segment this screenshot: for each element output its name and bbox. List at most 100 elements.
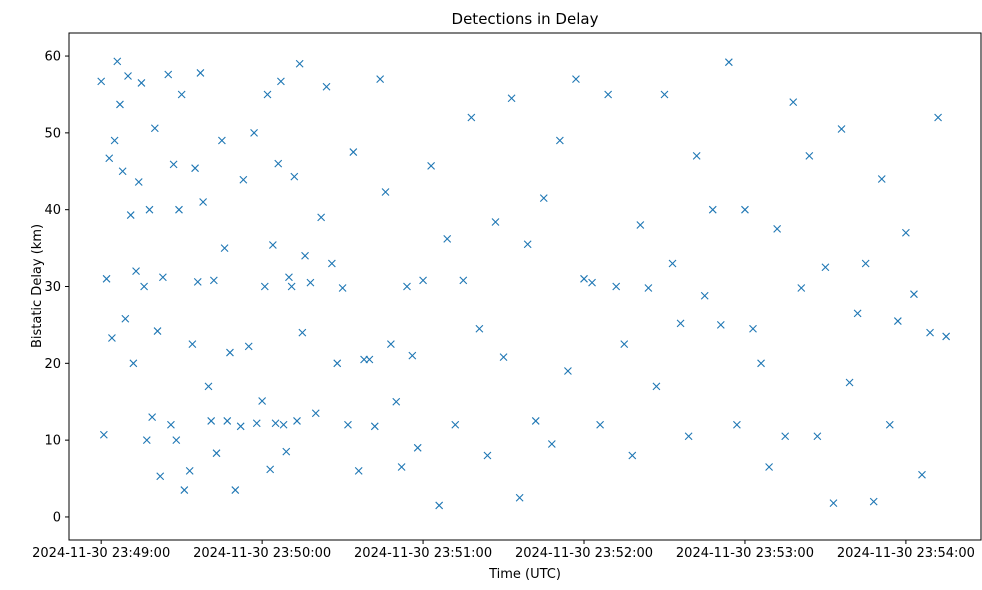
data-point xyxy=(829,499,838,508)
data-point xyxy=(177,90,186,99)
data-point xyxy=(805,152,814,160)
data-point xyxy=(282,447,291,456)
data-point xyxy=(153,327,162,335)
data-point xyxy=(126,211,135,219)
data-point xyxy=(813,432,822,441)
data-point xyxy=(628,451,637,460)
data-point xyxy=(507,94,516,103)
data-point xyxy=(580,274,588,283)
data-point xyxy=(196,69,205,77)
data-point xyxy=(102,274,111,283)
x-tick-label: 2024-11-30 23:51:00 xyxy=(354,546,492,561)
data-point xyxy=(757,359,765,368)
data-point xyxy=(596,420,604,429)
data-point xyxy=(301,251,309,260)
data-point xyxy=(523,240,532,249)
data-point xyxy=(129,359,138,368)
x-axis-label: Time (UTC) xyxy=(488,567,561,582)
data-point xyxy=(741,205,749,214)
data-point xyxy=(668,259,677,268)
y-tick-label: 30 xyxy=(44,280,61,295)
data-point xyxy=(572,75,580,83)
data-point xyxy=(547,440,556,448)
data-point xyxy=(169,160,178,169)
data-point xyxy=(218,136,226,145)
data-point xyxy=(298,328,307,337)
data-point xyxy=(231,486,240,494)
data-point xyxy=(564,367,572,375)
data-point xyxy=(700,291,709,300)
data-point xyxy=(250,128,258,137)
data-point xyxy=(942,332,951,341)
data-point xyxy=(223,417,232,425)
data-point xyxy=(781,432,790,441)
data-point xyxy=(443,234,452,243)
data-point xyxy=(142,436,151,445)
data-point xyxy=(148,413,157,421)
data-point xyxy=(140,282,148,291)
data-point xyxy=(285,273,293,282)
data-point xyxy=(612,282,621,291)
data-point xyxy=(765,463,773,471)
data-point xyxy=(499,353,508,362)
data-point xyxy=(555,136,564,145)
data-point xyxy=(636,221,645,229)
data-point xyxy=(403,282,411,291)
data-point xyxy=(381,188,390,196)
data-point xyxy=(244,342,253,351)
data-point xyxy=(260,282,269,291)
data-point xyxy=(408,351,417,360)
data-point xyxy=(797,284,806,292)
data-point xyxy=(588,278,596,287)
data-point xyxy=(293,417,301,425)
data-point xyxy=(934,113,942,122)
data-point xyxy=(118,167,127,176)
data-point xyxy=(531,417,540,425)
data-point xyxy=(733,420,741,429)
data-point xyxy=(427,162,436,170)
data-point xyxy=(121,314,130,323)
data-point xyxy=(295,59,304,68)
data-point xyxy=(132,267,140,276)
data-point xyxy=(397,463,406,471)
data-point xyxy=(869,497,878,506)
chart-title: Detections in Delay xyxy=(452,10,599,28)
data-point xyxy=(191,164,199,173)
data-point xyxy=(156,472,165,481)
data-point xyxy=(322,82,331,91)
data-point xyxy=(279,420,288,429)
data-point xyxy=(902,228,910,237)
data-point xyxy=(239,175,248,184)
data-point xyxy=(845,378,854,387)
data-point xyxy=(268,241,277,249)
data-point xyxy=(207,417,216,425)
x-tick-label: 2024-11-30 23:49:00 xyxy=(32,546,170,561)
data-point xyxy=(354,466,363,475)
y-axis-label: Bistatic Delay (km) xyxy=(30,224,45,348)
data-point xyxy=(116,100,124,109)
data-point xyxy=(861,259,870,268)
data-point xyxy=(306,278,315,287)
data-point xyxy=(124,72,132,80)
data-point xyxy=(885,420,894,429)
data-point xyxy=(252,419,261,428)
data-point xyxy=(226,348,234,357)
data-point xyxy=(145,205,154,214)
data-point xyxy=(376,75,385,83)
data-point xyxy=(277,77,285,86)
data-point xyxy=(220,244,229,252)
data-point xyxy=(644,284,653,292)
data-point xyxy=(185,466,194,475)
data-point xyxy=(491,218,500,226)
data-point xyxy=(620,340,629,349)
data-point xyxy=(175,205,183,214)
data-point xyxy=(266,465,275,474)
data-point xyxy=(97,77,106,86)
data-point xyxy=(475,324,484,333)
data-point xyxy=(419,276,427,285)
data-point xyxy=(317,213,326,222)
data-point xyxy=(392,397,401,406)
data-point xyxy=(773,224,782,233)
data-point xyxy=(338,284,347,292)
